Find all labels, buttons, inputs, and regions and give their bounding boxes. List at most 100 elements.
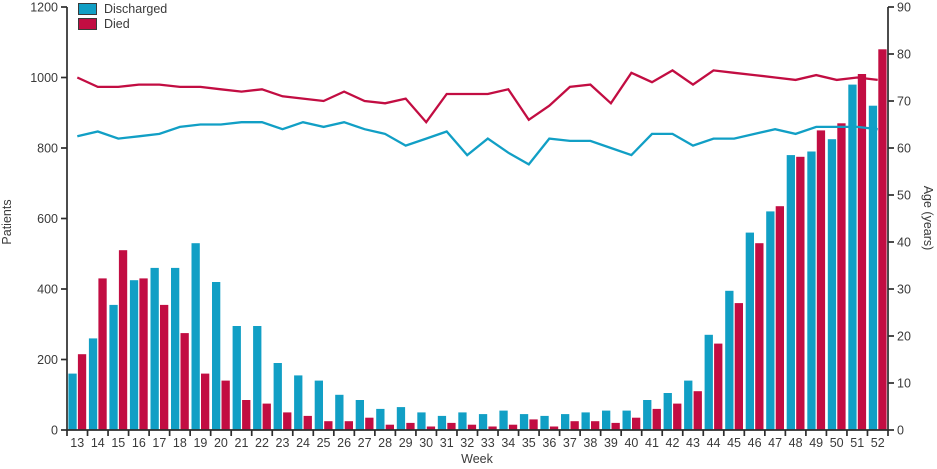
left-tick-1200: 1200 <box>30 1 58 15</box>
week-tick-15: 15 <box>111 436 125 450</box>
bar-discharged-week-19 <box>191 243 200 430</box>
bar-died-week-29 <box>406 422 415 430</box>
right-tick-10: 10 <box>897 377 911 391</box>
left-tick-0: 0 <box>51 424 58 438</box>
left-tick-800: 800 <box>37 142 58 156</box>
bars-discharged <box>68 84 878 431</box>
week-tick-33: 33 <box>481 436 495 450</box>
right-tick-0: 0 <box>897 424 904 438</box>
bar-died-week-39 <box>611 422 620 430</box>
week-tick-20: 20 <box>214 436 228 450</box>
week-tick-49: 49 <box>809 436 823 450</box>
bar-discharged-week-24 <box>294 375 303 430</box>
week-tick-35: 35 <box>522 436 536 450</box>
bar-died-week-31 <box>447 422 456 430</box>
bar-discharged-week-16 <box>129 280 139 430</box>
bar-died-week-23 <box>283 412 292 430</box>
bar-discharged-week-52 <box>868 105 878 430</box>
week-tick-26: 26 <box>337 436 351 450</box>
bar-discharged-week-35 <box>519 414 529 430</box>
bar-discharged-week-45 <box>725 290 734 430</box>
bar-died-week-40 <box>632 417 641 430</box>
week-tick-32: 32 <box>460 436 474 450</box>
axes <box>61 6 894 436</box>
week-tick-51: 51 <box>850 436 864 450</box>
bar-discharged-week-26 <box>335 394 344 431</box>
week-tick-46: 46 <box>748 436 762 450</box>
line-died-age <box>76 69 878 125</box>
right-tick-70: 70 <box>897 95 911 109</box>
week-tick-28: 28 <box>378 436 392 450</box>
bar-died-week-50 <box>837 123 846 431</box>
bar-discharged-week-18 <box>171 267 180 430</box>
bar-died-week-28 <box>385 424 394 430</box>
week-tick-14: 14 <box>91 436 105 450</box>
bar-discharged-week-27 <box>355 400 364 430</box>
bar-discharged-week-29 <box>396 407 406 430</box>
week-tick-48: 48 <box>789 436 803 450</box>
week-tick-30: 30 <box>419 436 433 450</box>
legend-item-died: Died <box>78 18 167 30</box>
bars-died <box>77 49 887 431</box>
bar-died-week-19 <box>201 373 210 430</box>
week-tick-38: 38 <box>583 436 597 450</box>
bar-discharged-week-13 <box>68 373 77 430</box>
bar-discharged-week-40 <box>622 410 631 430</box>
bar-died-week-22 <box>262 403 271 430</box>
bar-discharged-week-31 <box>437 415 447 430</box>
right-tick-60: 60 <box>897 142 911 156</box>
bar-died-week-25 <box>324 421 333 430</box>
week-tick-43: 43 <box>686 436 700 450</box>
bar-discharged-week-37 <box>561 414 570 430</box>
legend-label-died: Died <box>104 16 130 31</box>
week-tick-44: 44 <box>707 436 721 450</box>
bar-discharged-week-41 <box>643 400 652 430</box>
right-tick-90: 90 <box>897 1 911 15</box>
bar-died-week-30 <box>426 426 436 430</box>
bar-died-week-27 <box>365 417 374 430</box>
week-tick-22: 22 <box>255 436 269 450</box>
right-tick-50: 50 <box>897 189 911 203</box>
bar-discharged-week-15 <box>109 304 118 430</box>
right-axis-title: Age (years) <box>921 186 935 251</box>
bar-discharged-week-46 <box>745 232 754 430</box>
bar-discharged-week-20 <box>212 282 221 430</box>
bar-died-week-52 <box>878 49 887 431</box>
bar-discharged-week-44 <box>704 334 713 430</box>
bar-died-week-43 <box>693 391 702 430</box>
bar-died-week-14 <box>98 278 107 430</box>
left-axis-title: Patients <box>0 199 14 244</box>
week-tick-21: 21 <box>235 436 249 450</box>
week-tick-36: 36 <box>542 436 556 450</box>
bar-discharged-week-32 <box>458 412 467 430</box>
chart-render-root: 0 200 400 600 800 1000 1200 0 10 20 30 40 50 60 70 80 90… <box>30 1 911 451</box>
bar-discharged-week-25 <box>314 380 323 430</box>
bar-died-week-44 <box>714 343 723 430</box>
bar-died-week-42 <box>673 403 682 430</box>
bar-died-week-51 <box>857 74 867 430</box>
week-tick-42: 42 <box>666 436 680 450</box>
bar-died-week-13 <box>77 354 87 430</box>
bar-died-week-24 <box>303 415 312 430</box>
right-tick-40: 40 <box>897 236 911 250</box>
week-tick-47: 47 <box>768 436 782 450</box>
week-tick-13: 13 <box>70 436 84 450</box>
bar-discharged-week-22 <box>253 326 262 430</box>
left-tick-600: 600 <box>37 212 58 226</box>
bar-died-week-47 <box>775 206 784 430</box>
week-tick-34: 34 <box>501 436 515 450</box>
week-tick-50: 50 <box>830 436 844 450</box>
legend-swatch-died <box>78 18 97 30</box>
left-tick-200: 200 <box>37 353 58 367</box>
bar-died-week-34 <box>508 424 518 430</box>
right-tick-30: 30 <box>897 283 911 297</box>
bar-died-week-48 <box>796 156 805 431</box>
bar-died-week-46 <box>755 243 764 430</box>
bar-discharged-week-36 <box>540 415 549 430</box>
week-tick-16: 16 <box>132 436 146 450</box>
week-tick-29: 29 <box>399 436 413 450</box>
bar-died-week-18 <box>180 333 189 430</box>
bar-died-week-16 <box>139 278 148 430</box>
week-tick-24: 24 <box>296 436 310 450</box>
